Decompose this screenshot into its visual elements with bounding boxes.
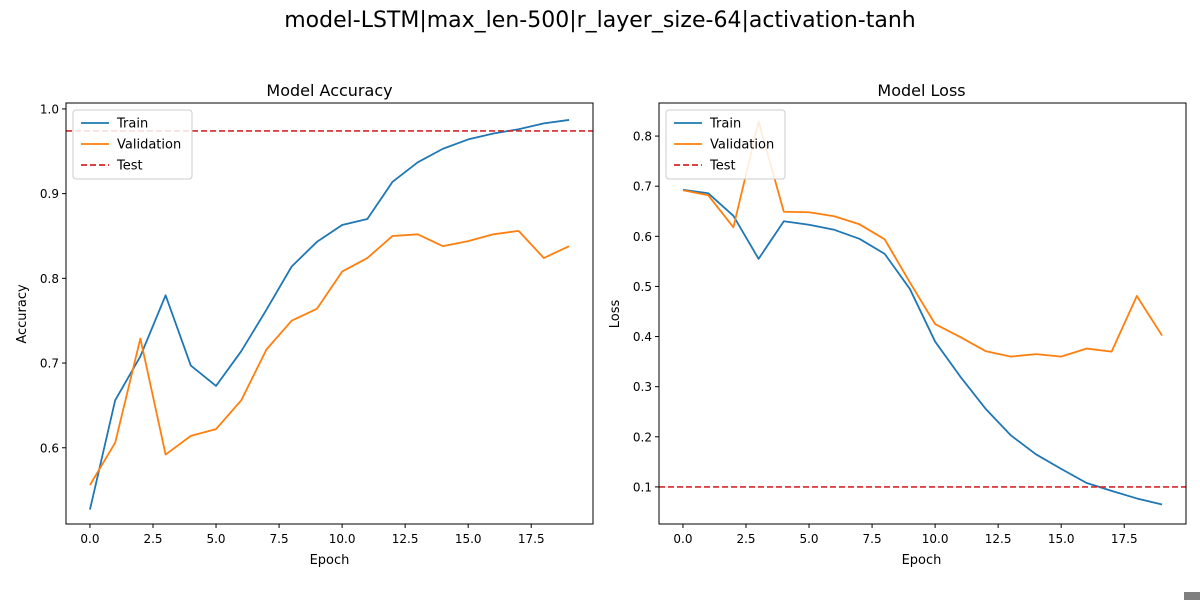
loss-axes-frame [658, 102, 1187, 525]
accuracy-legend: Train Validation Test [72, 109, 193, 180]
accuracy-x-tick-label: 7.5 [270, 532, 289, 546]
accuracy-y-tick-label: 0.7 [40, 357, 59, 371]
accuracy-plot-area [66, 119, 593, 510]
figure-title: model-LSTM|max_len-500|r_layer_size-64|a… [284, 8, 916, 33]
loss-y-tick-label: 0.4 [633, 330, 652, 344]
loss-chart: Model Loss Epoch Loss 0.0 2.5 5.0 7.5 10.0 12… [608, 81, 1187, 568]
loss-y-tick-label: 0.6 [633, 230, 652, 244]
accuracy-validation-line [89, 230, 570, 486]
accuracy-x-tick-label: 0.0 [80, 532, 99, 546]
corner-scroll-handle [1184, 592, 1200, 600]
accuracy-y-tick-label: 0.6 [40, 441, 59, 455]
accuracy-legend-train-label: Train [116, 117, 148, 132]
loss-y-tick-label: 0.3 [633, 380, 652, 394]
loss-y-tick-label: 0.7 [633, 180, 652, 194]
accuracy-x-tick-label: 2.5 [143, 532, 162, 546]
loss-legend-validation-label: Validation [710, 138, 774, 153]
loss-legend-test-label: Test [709, 159, 736, 174]
accuracy-y-axis-label: Accuracy [15, 284, 30, 344]
accuracy-x-tick-label: 5.0 [206, 532, 225, 546]
loss-train-line [682, 188, 1163, 506]
accuracy-x-tick-label: 10.0 [329, 532, 356, 546]
accuracy-axes-frame [65, 102, 594, 525]
loss-legend-box [665, 109, 786, 180]
accuracy-legend-box [72, 109, 193, 180]
loss-y-tick-label: 0.5 [633, 280, 652, 294]
loss-y-tick-label: 0.2 [633, 430, 652, 444]
loss-y-tick-label: 0.8 [633, 130, 652, 144]
accuracy-legend-validation-label: Validation [117, 138, 181, 153]
accuracy-x-tick-label: 15.0 [455, 532, 482, 546]
accuracy-chart: Model Accuracy Epoch Accuracy 0.0 2.5 5.0 7… [15, 81, 594, 568]
accuracy-y-tick-label: 1.0 [40, 102, 59, 116]
loss-x-tick-label: 5.0 [799, 532, 818, 546]
accuracy-y-tick-label: 0.9 [40, 187, 59, 201]
loss-x-tick-label: 0.0 [673, 532, 692, 546]
loss-x-tick-label: 2.5 [736, 532, 755, 546]
loss-x-axis-label: Epoch [902, 553, 942, 568]
accuracy-x-tick-label: 12.5 [392, 532, 419, 546]
loss-legend-train-label: Train [709, 117, 741, 132]
loss-x-tick-label: 15.0 [1048, 532, 1075, 546]
loss-x-tick-label: 7.5 [863, 532, 882, 546]
loss-chart-title: Model Loss [877, 81, 965, 100]
accuracy-chart-title: Model Accuracy [266, 81, 392, 100]
loss-y-tick-label: 0.1 [633, 480, 652, 494]
accuracy-y-tick-label: 0.8 [40, 272, 59, 286]
accuracy-x-tick-label: 17.5 [518, 532, 545, 546]
loss-legend: Train Validation Test [665, 109, 786, 180]
accuracy-x-axis-label: Epoch [310, 553, 350, 568]
loss-x-tick-label: 12.5 [985, 532, 1012, 546]
loss-y-axis-label: Loss [608, 300, 623, 329]
loss-x-tick-label: 17.5 [1111, 532, 1138, 546]
accuracy-legend-test-label: Test [116, 159, 143, 174]
accuracy-train-line [89, 119, 570, 510]
loss-x-tick-label: 10.0 [922, 532, 949, 546]
